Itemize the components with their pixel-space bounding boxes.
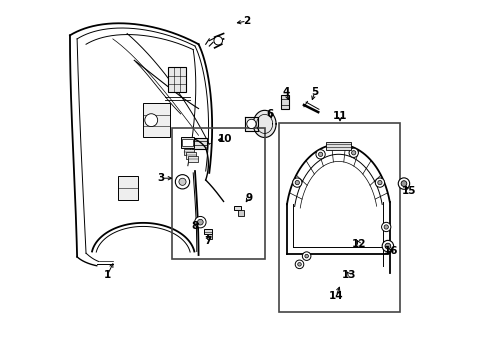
Text: 7: 7 [204, 236, 211, 246]
Bar [207, 234, 212, 239]
Circle shape [382, 222, 391, 231]
Circle shape [295, 260, 304, 269]
Circle shape [305, 254, 308, 258]
Circle shape [375, 178, 385, 187]
Bar [184, 149, 194, 155]
Text: 1: 1 [104, 270, 111, 280]
Text: 12: 12 [352, 239, 367, 249]
Bar [281, 95, 289, 109]
Polygon shape [245, 117, 258, 131]
Circle shape [384, 225, 389, 229]
Bar [238, 210, 244, 216]
Text: 14: 14 [329, 291, 343, 301]
Bar [326, 142, 351, 150]
Text: 9: 9 [245, 193, 252, 203]
Bar [279, 123, 400, 312]
Polygon shape [253, 111, 276, 138]
Bar [181, 137, 194, 148]
Circle shape [401, 181, 407, 186]
Text: 15: 15 [402, 186, 416, 197]
Circle shape [293, 178, 302, 187]
Circle shape [302, 252, 311, 260]
Bar [188, 156, 198, 162]
Bar [143, 103, 170, 137]
Text: 6: 6 [267, 109, 273, 119]
Bar [118, 176, 138, 200]
Circle shape [179, 178, 186, 185]
Circle shape [351, 150, 356, 155]
Text: 11: 11 [333, 111, 347, 121]
Circle shape [398, 178, 410, 189]
Circle shape [378, 180, 382, 185]
Circle shape [145, 114, 158, 127]
Circle shape [195, 216, 206, 228]
Circle shape [214, 36, 222, 45]
Bar [204, 229, 212, 234]
Circle shape [197, 219, 203, 225]
Text: 10: 10 [218, 134, 232, 144]
Circle shape [382, 240, 393, 252]
Text: 5: 5 [311, 87, 318, 98]
Text: 13: 13 [342, 270, 357, 280]
Bar [172, 128, 265, 258]
Bar [186, 152, 196, 158]
Bar [193, 138, 207, 149]
Bar [234, 206, 242, 210]
Text: 4: 4 [282, 87, 290, 98]
Circle shape [175, 175, 190, 189]
Circle shape [298, 262, 301, 266]
Circle shape [349, 148, 358, 157]
Bar [182, 139, 193, 146]
Text: 8: 8 [192, 221, 198, 231]
Text: 2: 2 [243, 16, 250, 26]
Text: 3: 3 [157, 173, 165, 183]
Circle shape [247, 119, 256, 129]
Text: 16: 16 [384, 247, 399, 256]
Circle shape [316, 150, 325, 159]
Circle shape [295, 180, 299, 185]
Bar [168, 67, 186, 93]
Circle shape [318, 152, 323, 157]
Circle shape [385, 243, 391, 249]
